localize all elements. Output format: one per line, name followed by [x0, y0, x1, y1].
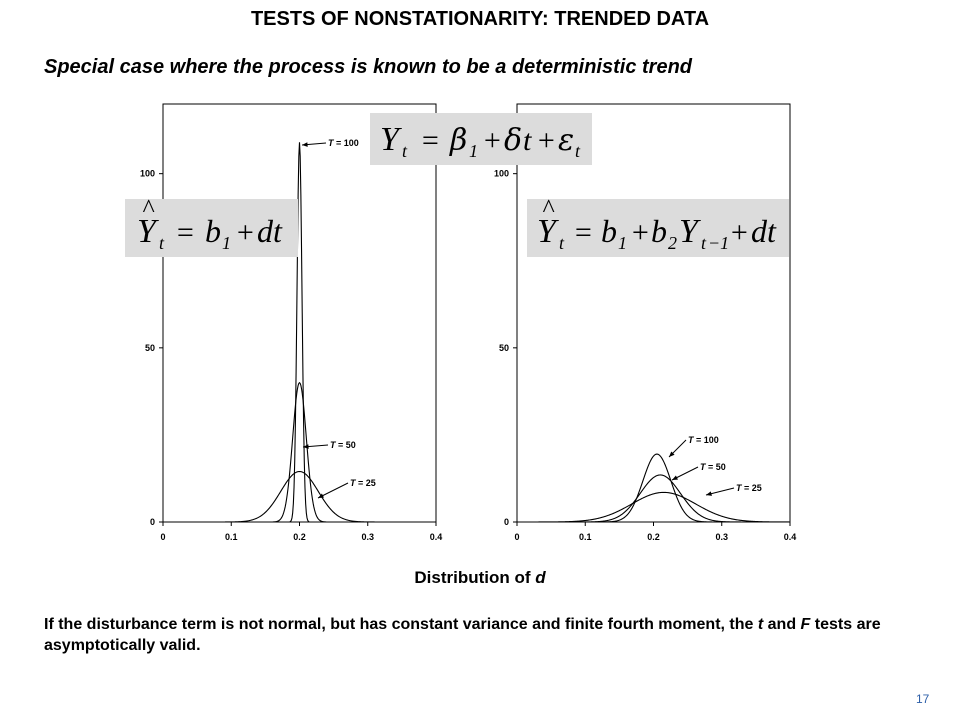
- svg-text:+: +: [235, 216, 255, 249]
- equation-fit-left-graphic: Y ^ t = b 1 + dt: [137, 194, 283, 253]
- svg-text:+: +: [630, 216, 650, 249]
- annotation-arrowhead: [318, 493, 324, 498]
- svg-text:Y: Y: [537, 213, 559, 250]
- y-tick-label: 0: [150, 517, 155, 527]
- svg-text:t: t: [575, 141, 581, 161]
- x-tick-label: 0.2: [647, 532, 660, 542]
- curve-t-50: [272, 381, 327, 523]
- x-tick-label: 0.2: [293, 532, 306, 542]
- right-curves: [535, 453, 790, 523]
- x-tick-label: 0.1: [579, 532, 592, 542]
- note-part-1: If the disturbance term is not normal, b…: [44, 616, 758, 633]
- right-plot-frame: [516, 103, 791, 523]
- x-axis-caption-var: d: [535, 568, 546, 587]
- equation-true-model-graphic: Y t = β 1 + δ t + ε t: [380, 121, 581, 161]
- svg-text:Y: Y: [380, 121, 402, 158]
- equation-fit-right: Y ^ t = b 1 + b 2 Y t −1 + dt: [527, 194, 789, 257]
- note-part-f: F: [800, 616, 811, 633]
- svg-text:Y: Y: [679, 213, 701, 250]
- x-tick-label: 0: [514, 532, 519, 542]
- y-tick-label: 100: [494, 169, 509, 179]
- x-tick-label: 0.3: [361, 532, 374, 542]
- svg-text:β: β: [449, 123, 467, 158]
- series-label: T = 25: [736, 483, 762, 493]
- y-tick-label: 0: [504, 517, 509, 527]
- slide-number: 17: [916, 692, 930, 706]
- curve-t-25: [225, 470, 375, 523]
- svg-text:b: b: [651, 213, 667, 249]
- series-label: T = 25: [350, 478, 376, 488]
- svg-text:ε: ε: [558, 123, 574, 158]
- annotation-arrow: [317, 482, 349, 499]
- svg-text:1: 1: [222, 233, 231, 253]
- annotation-arrowhead: [303, 444, 309, 449]
- svg-text:b: b: [601, 213, 617, 249]
- x-tick-label: 0.3: [715, 532, 728, 542]
- note-part-3: tests are asymptotically valid.: [44, 616, 881, 654]
- note-part-2: and: [763, 616, 801, 633]
- x-axis-caption-text: Distribution of: [414, 568, 536, 587]
- svg-text:t: t: [559, 233, 565, 253]
- annotation-arrowhead: [669, 451, 675, 457]
- svg-text:=: =: [420, 124, 440, 157]
- svg-text:b: b: [205, 213, 221, 249]
- svg-text:Y: Y: [137, 213, 159, 250]
- svg-text:t: t: [523, 124, 532, 157]
- svg-text:+: +: [536, 124, 556, 157]
- svg-text:=: =: [573, 216, 593, 249]
- series-label: T = 50: [700, 462, 726, 472]
- x-axis-caption: Distribution of d: [0, 568, 960, 588]
- svg-text:+: +: [482, 124, 502, 157]
- svg-text:−1: −1: [708, 233, 729, 253]
- svg-text:+: +: [729, 216, 749, 249]
- svg-text:1: 1: [618, 233, 627, 253]
- equation-fit-left: Y ^ t = b 1 + dt: [125, 194, 298, 257]
- svg-text:1: 1: [469, 141, 478, 161]
- right-annotations: T = 100 T = 50 T = 25: [668, 435, 762, 496]
- note-text: If the disturbance term is not normal, b…: [44, 614, 924, 656]
- svg-text:^: ^: [142, 199, 155, 223]
- left-annotations: T = 100 T = 50 T = 25: [301, 138, 376, 499]
- left-axis-ticks: 0 0.1 0.2 0.3 0.4 0 50 100: [140, 169, 442, 542]
- slide-subtitle: Special case where the process is known …: [44, 56, 692, 78]
- series-label: T = 100: [688, 435, 719, 445]
- svg-text:2: 2: [668, 233, 677, 253]
- annotation-arrowhead: [302, 142, 308, 147]
- svg-text:t: t: [402, 141, 408, 161]
- y-tick-label: 100: [140, 169, 155, 179]
- annotation-arrowhead: [706, 491, 712, 496]
- left-plot-frame: [162, 103, 437, 523]
- x-tick-label: 0.4: [430, 532, 443, 542]
- slide-title: TESTS OF NONSTATIONARITY: TRENDED DATA: [250, 8, 710, 30]
- left-curves: [225, 142, 375, 523]
- series-label: T = 50: [330, 440, 356, 450]
- annotation-arrowhead: [672, 475, 678, 480]
- right-axis-ticks: 0 0.1 0.2 0.3 0.4 0 50 100: [494, 169, 796, 542]
- curve-t-25: [535, 491, 790, 523]
- left-panel: 0 0.1 0.2 0.3 0.4 0 50 100 T = 100 T = 50 T = 25: [140, 103, 442, 542]
- series-label: T = 100: [328, 138, 359, 148]
- curve-t-50: [579, 474, 741, 523]
- svg-text:^: ^: [542, 199, 555, 223]
- equation-true-model: Y t = β 1 + δ t + ε t: [370, 113, 592, 165]
- svg-text:dt: dt: [257, 213, 283, 249]
- svg-text:δ: δ: [504, 123, 522, 158]
- svg-text:t: t: [159, 233, 165, 253]
- x-tick-label: 0.1: [225, 532, 238, 542]
- note-part-t: t: [757, 616, 764, 633]
- curve-t-100: [289, 142, 310, 523]
- curve-t-100: [600, 453, 713, 523]
- svg-text:dt: dt: [751, 213, 777, 249]
- y-tick-label: 50: [145, 343, 155, 353]
- equation-fit-right-graphic: Y ^ t = b 1 + b 2 Y t −1 + dt: [537, 194, 777, 253]
- right-panel: 0 0.1 0.2 0.3 0.4 0 50 100 T = 100 T = 50 T = 25: [494, 103, 796, 542]
- svg-text:t: t: [701, 233, 707, 253]
- svg-text:=: =: [175, 216, 195, 249]
- x-tick-label: 0.4: [784, 532, 797, 542]
- y-tick-label: 50: [499, 343, 509, 353]
- x-tick-label: 0: [160, 532, 165, 542]
